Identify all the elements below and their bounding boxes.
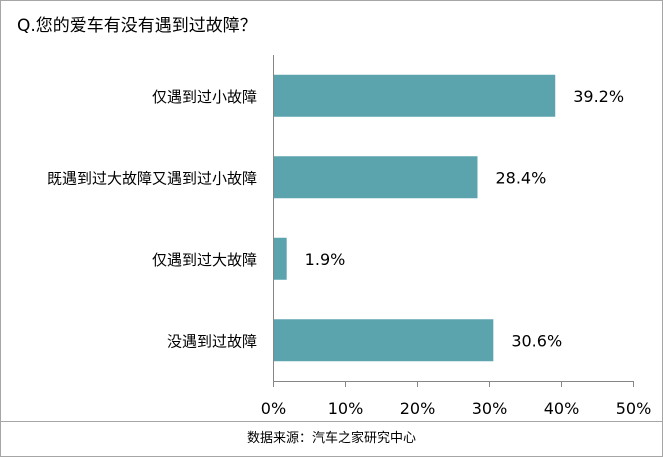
x-tick-label: 10% <box>328 399 364 418</box>
footer-divider <box>1 421 662 422</box>
source-note: 数据来源：汽车之家研究中心 <box>246 431 416 446</box>
bar <box>274 74 556 117</box>
data-label: 30.6% <box>511 331 562 350</box>
category-label: 仅遇到过小故障 <box>152 88 257 106</box>
x-tick-label: 0% <box>261 399 286 418</box>
bar <box>274 156 478 199</box>
chart-title: Q.您的爱车有没有遇到过故障？ <box>17 16 257 36</box>
x-tick-label: 30% <box>472 399 508 418</box>
x-tick-label: 40% <box>544 399 580 418</box>
category-label: 没遇到过故障 <box>167 332 257 350</box>
bar <box>274 237 287 280</box>
category-label: 仅遇到过大故障 <box>152 251 257 269</box>
x-tick-label: 50% <box>616 399 652 418</box>
x-tick-label: 20% <box>400 399 436 418</box>
data-label: 1.9% <box>305 250 346 269</box>
category-label: 既遇到过大故障又遇到过小故障 <box>47 169 257 187</box>
bar-chart: 0% 10% 20% 30% 40% 50% 仅遇到过小故障 39.2% 既遇到过大故障又遇到过… <box>47 55 652 418</box>
data-label: 28.4% <box>495 168 546 187</box>
bar <box>274 319 494 362</box>
data-label: 39.2% <box>573 87 624 106</box>
